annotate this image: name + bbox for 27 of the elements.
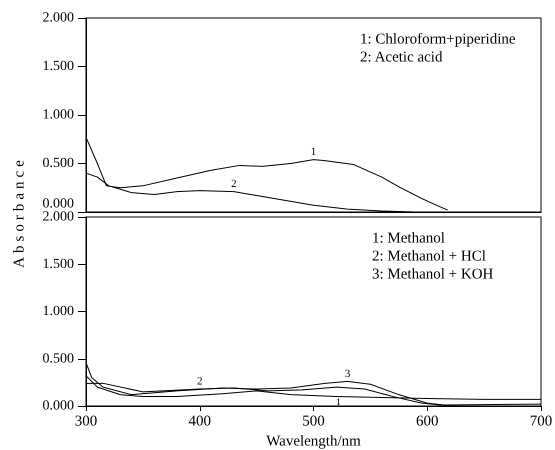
y-tick-label: 2.000 — [42, 10, 74, 26]
annotation: 2: Methanol + HCl — [372, 248, 486, 264]
x-axis-title: Wavelength/nm — [266, 434, 362, 450]
annotation: 1: Methanol — [372, 230, 445, 246]
y-tick-label: 0.500 — [42, 351, 74, 366]
y-tick-label: 0.500 — [42, 156, 74, 171]
x-tick-label: 700 — [530, 414, 552, 430]
annotation: 3: Methanol + KOH — [372, 266, 494, 282]
annotation: 2 — [231, 178, 237, 190]
x-tick-label: 300 — [74, 414, 98, 430]
x-tick-label: 600 — [416, 414, 438, 430]
y-tick-label: 1.500 — [42, 59, 74, 74]
y-tick-label: 2.000 — [42, 210, 74, 224]
x-tick-label: 400 — [188, 414, 211, 430]
annotation: 1 — [310, 146, 316, 158]
y-tick-label: 1.500 — [42, 256, 74, 272]
y-tick-label: 1.000 — [42, 108, 74, 122]
y-axis-title: Absorbance — [12, 156, 28, 268]
y-tick-label: 1.000 — [42, 304, 74, 319]
annotation: 2 — [197, 375, 202, 388]
x-tick-label: 500 — [302, 414, 325, 430]
annotation: 1 — [336, 397, 342, 408]
annotation: 3 — [344, 368, 351, 380]
y-tick-label: 0.000 — [42, 196, 74, 212]
y-tick-label: 0.000 — [42, 398, 74, 414]
annotation: 1: Chloroform+piperidine — [360, 32, 516, 48]
annotation: 2: Acetic acid — [360, 50, 443, 66]
